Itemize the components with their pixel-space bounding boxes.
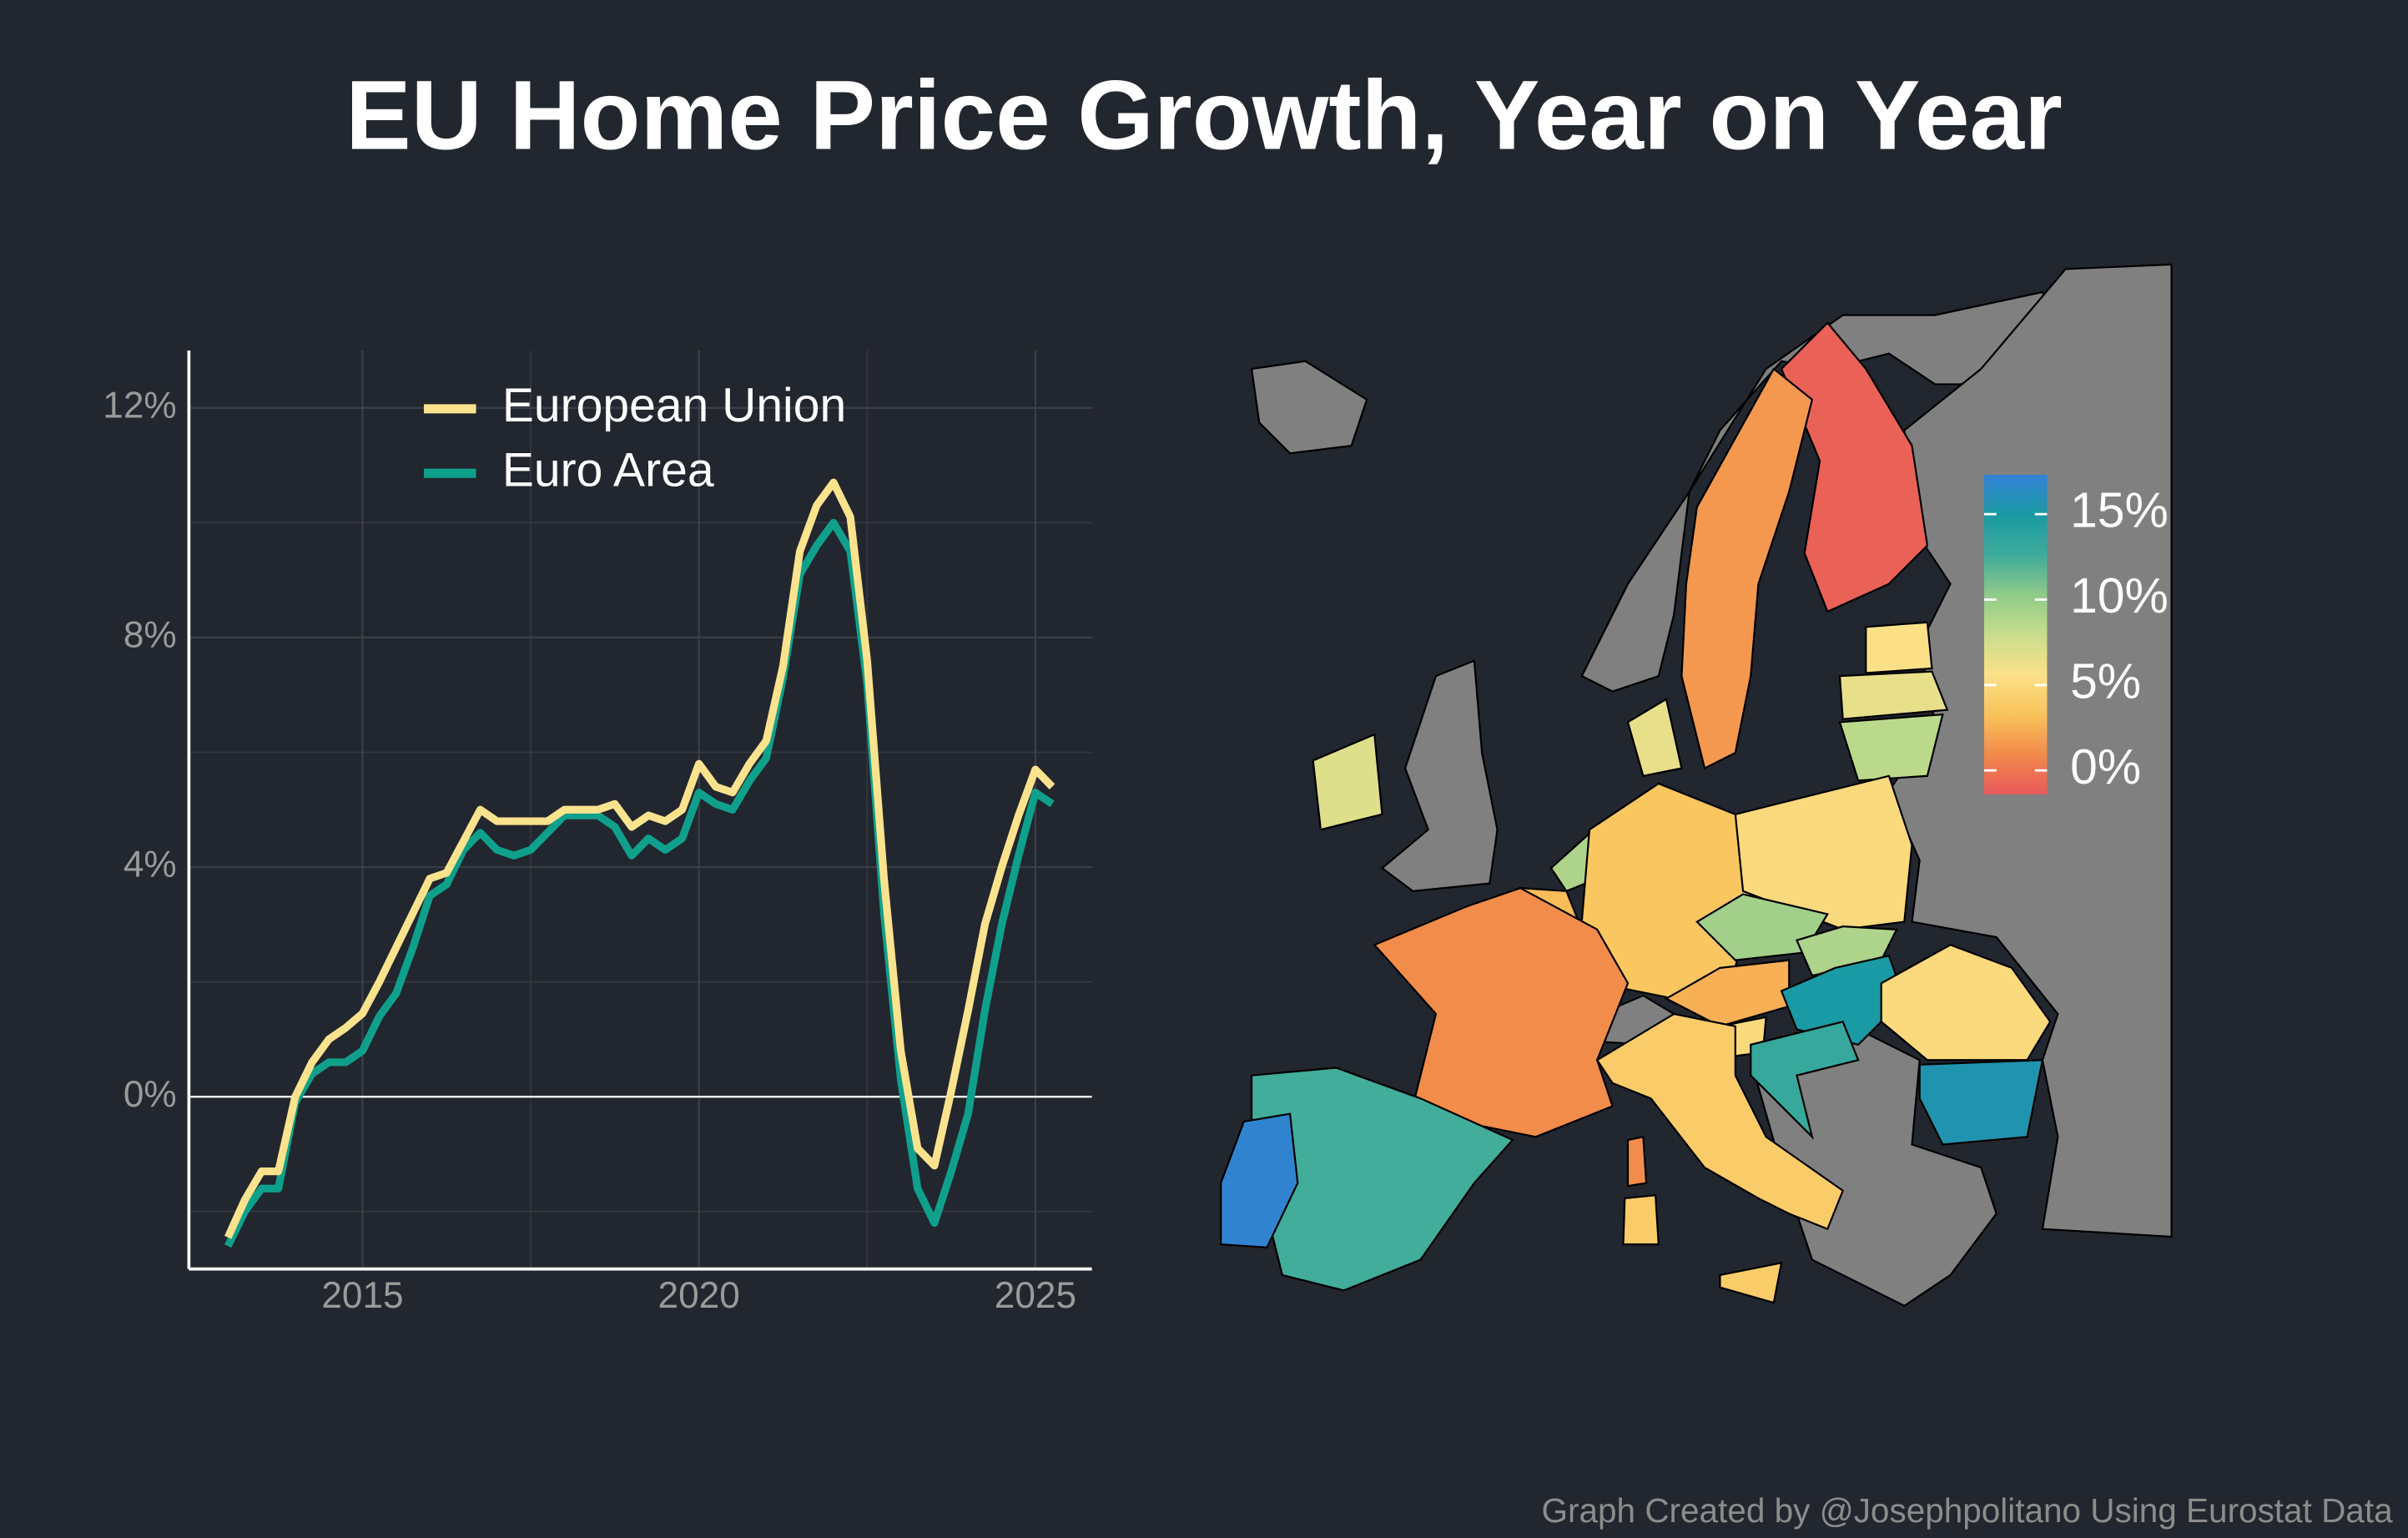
series-line <box>224 478 1055 1239</box>
region <box>1220 1112 1299 1248</box>
chart-title: EU Home Price Growth, Year on Year <box>345 60 2063 170</box>
series-line <box>224 518 1055 1248</box>
region <box>1595 1012 1845 1231</box>
region <box>1838 713 1944 782</box>
footer: Graph Created by @Josephpolitano Using E… <box>1542 1491 2394 1530</box>
colorbar <box>1984 475 2048 794</box>
region <box>1865 621 1933 674</box>
region <box>1780 321 1929 613</box>
legend-label: Euro Area <box>502 443 714 497</box>
region <box>1373 886 1630 1138</box>
region <box>1622 1194 1660 1246</box>
x-tick-label: 2015 <box>321 1275 403 1316</box>
x-tick-label: 2025 <box>995 1275 1076 1316</box>
colorbar-label: 10% <box>2070 569 2169 623</box>
y-tick-label: 4% <box>123 845 177 885</box>
land <box>1380 659 1499 892</box>
region <box>1680 367 1814 770</box>
y-tick-label: 0% <box>123 1074 177 1115</box>
region <box>1695 893 1829 961</box>
land <box>1749 1021 1997 1308</box>
y-tick-label: 8% <box>123 615 177 656</box>
colorbar-label: 15% <box>2070 484 2169 538</box>
legend-label: European Union <box>502 379 846 432</box>
region <box>1626 1135 1648 1188</box>
region <box>1838 670 1949 720</box>
region <box>1880 944 2052 1061</box>
land <box>1250 360 1368 455</box>
region <box>1795 925 1898 977</box>
region <box>1734 774 1913 930</box>
region <box>1626 698 1683 778</box>
region <box>1918 1059 2044 1146</box>
region <box>1312 733 1383 831</box>
colorbar-label: 5% <box>2070 654 2141 708</box>
region <box>1719 1261 1783 1304</box>
x-tick-label: 2020 <box>658 1275 740 1316</box>
y-tick-label: 12% <box>103 385 176 426</box>
colorbar-label: 0% <box>2070 740 2141 794</box>
region <box>1750 1020 1860 1140</box>
